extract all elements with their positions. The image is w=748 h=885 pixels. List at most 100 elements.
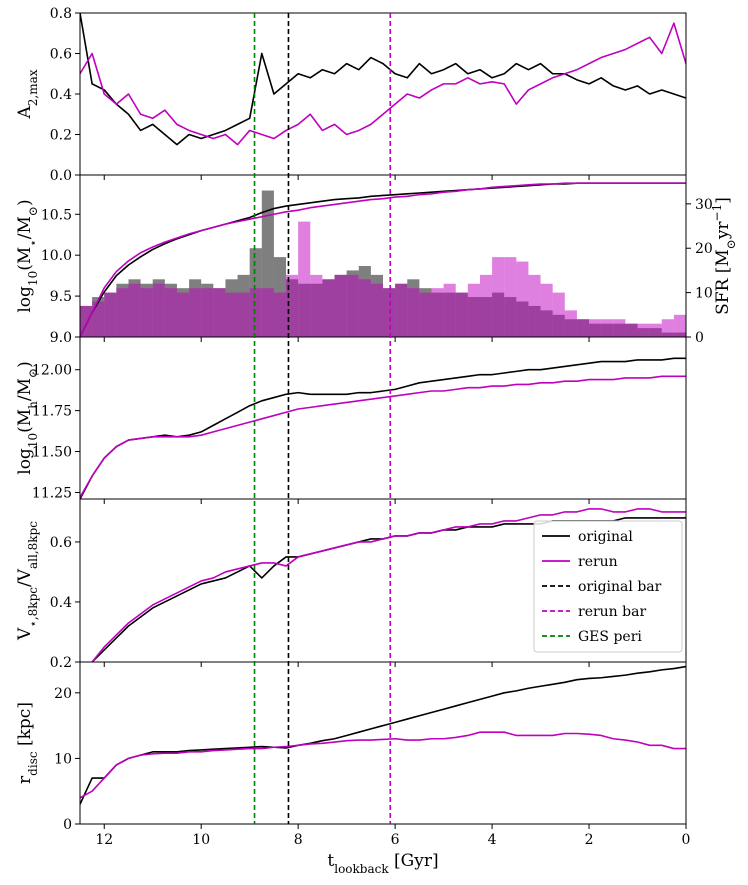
y-axis-label: V⋆,8kpc/Vall,8kpc <box>15 521 40 641</box>
x-tick-label: 12 <box>95 832 113 848</box>
sfr-bar <box>116 288 129 337</box>
y-tick-label: 10.5 <box>41 207 72 223</box>
series-line <box>91 508 686 662</box>
y-tick-label: 9.0 <box>50 330 72 346</box>
y2-tick-label: 20 <box>695 241 713 257</box>
sfr-bar <box>455 292 468 337</box>
x-tick-label: 8 <box>294 832 303 848</box>
y-tick-label: 9.5 <box>50 289 72 305</box>
y-tick-label: 0.4 <box>50 87 72 103</box>
sfr-bar <box>479 274 493 337</box>
sfr-bar <box>552 292 565 337</box>
series-line <box>80 375 686 498</box>
y-tick-label: 0 <box>63 817 72 833</box>
panel <box>80 357 686 499</box>
sfr-bar <box>104 292 117 337</box>
sfr-bar <box>637 323 650 337</box>
y-tick-label: 0.6 <box>50 535 72 551</box>
sfr-bar <box>528 274 541 337</box>
label-part: −1 <box>710 204 724 222</box>
label-part: ] <box>713 197 733 204</box>
sfr-bar <box>237 292 250 337</box>
sfr-bar <box>601 319 614 337</box>
sfr-bar <box>164 288 177 337</box>
label-part: disc <box>26 751 40 776</box>
label-part: h <box>26 401 40 409</box>
y-axis-label: log10(Mh/M⊙) <box>15 361 40 474</box>
label-part: A <box>15 106 35 120</box>
legend-label: rerun <box>578 554 618 570</box>
sfr-bar <box>310 274 323 337</box>
sfr-bar <box>661 319 674 337</box>
label-part: lookback <box>334 862 389 876</box>
label-part: yr <box>713 221 733 241</box>
y-tick-label: 0.4 <box>50 595 72 611</box>
y2-tick-label: 10 <box>695 286 713 302</box>
sfr-bar <box>576 319 590 337</box>
legend-label: original bar <box>578 579 662 595</box>
sfr-bar <box>419 292 432 337</box>
y-tick-label: 12.00 <box>32 363 72 379</box>
label-part: /V <box>15 568 35 587</box>
x-tick-label: 2 <box>585 832 594 848</box>
y-tick-label: 0.2 <box>50 128 72 144</box>
label-part: ⊙ <box>26 206 40 216</box>
sfr-bar <box>492 257 505 337</box>
y-axis-label: A2,max <box>15 69 40 119</box>
sfr-bar <box>261 288 274 337</box>
y-tick-label: 0.2 <box>50 655 72 671</box>
legend-box <box>533 520 683 653</box>
label-part: [kpc] <box>15 702 35 751</box>
sfr-bar <box>504 257 517 337</box>
series-line <box>80 182 686 337</box>
sfr-bar <box>201 288 214 337</box>
sfr-bar <box>625 323 638 337</box>
y-tick-label: 0.6 <box>50 47 72 63</box>
sfr-bar <box>176 292 190 337</box>
x-axis-label: tlookback [Gyr] <box>327 851 438 876</box>
sfr-bar <box>467 283 480 337</box>
sfr-bar <box>358 279 371 337</box>
sfr-bar <box>613 319 626 337</box>
axes-frame <box>79 661 687 825</box>
series-line <box>80 665 686 805</box>
panel <box>80 665 686 805</box>
legend: original rerun original bar rerun bar GES pe… <box>533 520 683 653</box>
sfr-bar <box>128 283 141 337</box>
y2-tick-label: 30 <box>695 197 713 213</box>
label-part: SFR [M <box>713 249 733 315</box>
y-tick-label: 11.25 <box>32 485 72 501</box>
label-part: log <box>15 448 35 475</box>
label-part: [Gyr] <box>389 851 439 871</box>
axes-frame <box>79 12 687 176</box>
sfr-bar <box>225 292 238 337</box>
series-line <box>80 13 686 146</box>
x-tick-label: 0 <box>682 832 691 848</box>
sfr-bar <box>322 279 335 337</box>
label-part: ) <box>15 361 35 368</box>
sfr-bar <box>152 283 165 337</box>
sfr-bar <box>346 274 359 337</box>
label-part: ⋆ <box>26 239 40 247</box>
y-axis-label: log10(M⋆/M⊙) <box>15 199 40 312</box>
y-tick-label: 11.75 <box>32 404 72 420</box>
axes-frame <box>79 336 687 500</box>
sfr-bar <box>649 323 662 337</box>
legend-label: original <box>578 529 633 545</box>
y-tick-label: 10 <box>54 751 72 767</box>
sfr-bar <box>298 221 311 337</box>
sfr-bar <box>443 283 456 337</box>
sfr-bar <box>407 288 420 337</box>
sfr-bar <box>213 288 226 337</box>
y-tick-label: 0.0 <box>50 168 72 184</box>
y-axis-label: rdisc [kpc] <box>15 702 40 784</box>
label-part: ⊙ <box>724 239 738 249</box>
label-part: /M <box>15 378 35 401</box>
y-tick-label: 10.0 <box>41 248 72 264</box>
label-part: ⋆,8kpc <box>26 587 40 628</box>
sfr-bar <box>564 310 577 337</box>
sfr-bar <box>540 283 553 337</box>
label-part: ) <box>15 199 35 206</box>
y2-tick-label: 0 <box>695 330 704 346</box>
